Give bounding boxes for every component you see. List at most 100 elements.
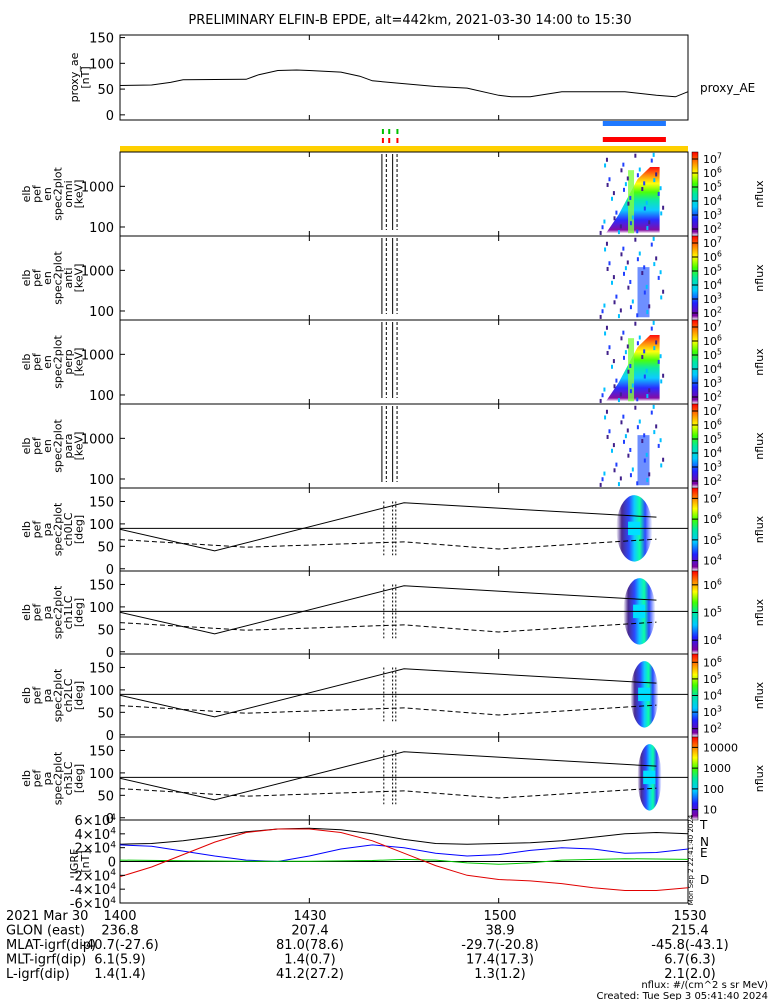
flux-pixel — [660, 379, 663, 384]
panel-4-ylabel: para — [62, 434, 75, 459]
flux-pixel — [646, 226, 649, 231]
colorbar-label: nflux — [753, 598, 766, 626]
flux-pixel — [605, 157, 608, 162]
flux-pixel — [631, 299, 634, 304]
flux-pixel — [622, 355, 625, 360]
flux-pixel — [622, 439, 625, 444]
igrf-legend-D: D — [700, 873, 709, 887]
loss-cone-line — [119, 751, 657, 801]
panel-9-ylabel: [nT] — [79, 850, 92, 872]
panel-2-ylabel: anti — [62, 267, 75, 288]
flux-pixel — [612, 191, 615, 196]
flux-pixel — [599, 482, 602, 487]
flux-pixel — [645, 284, 648, 289]
flux-pixel — [601, 477, 604, 482]
igrf-legend-E: E — [700, 846, 708, 860]
flux-pixel — [659, 186, 662, 191]
y-tick-label: 100 — [89, 305, 114, 320]
colorbar-tick-label: 104 — [703, 446, 722, 460]
y-tick-label: 100 — [89, 518, 114, 533]
flux-core — [628, 170, 635, 234]
flux-pixel — [646, 394, 649, 399]
flux-pixel — [659, 354, 662, 359]
y-tick-label: 50 — [97, 83, 114, 98]
flux-pixel — [599, 314, 602, 319]
flux-pixel — [626, 176, 629, 181]
igrf-N-line — [119, 844, 689, 863]
colorbar-tick-label: 1000 — [703, 762, 731, 775]
flux-pixel — [608, 177, 611, 182]
panel-3-ylabel: pef — [31, 352, 44, 371]
flux-pixel — [622, 271, 625, 276]
flux-pixel — [655, 340, 658, 345]
flux-pixel — [662, 373, 665, 378]
panel-7-ylabel: pef — [31, 686, 44, 705]
y-tick-label: 100 — [89, 57, 114, 72]
colorbar-tick-label: 105 — [703, 264, 722, 278]
colorbar-tick-label: 107 — [703, 404, 722, 418]
colorbar-tick-label: 103 — [703, 376, 722, 390]
panel-frame — [119, 653, 689, 738]
xaxis-row-label: MLAT-igrf(dip) — [6, 938, 96, 953]
panel-5-ylabel: ch0LC — [62, 512, 75, 546]
panel-5-ylabel: elb — [20, 521, 33, 538]
flux-pixel — [603, 387, 606, 392]
flux-pixel — [636, 425, 639, 430]
flux-pixel — [605, 409, 608, 414]
panel-8-ylabel: [deg] — [73, 764, 86, 793]
flux-pixel — [629, 221, 632, 226]
flux-pixel — [620, 420, 623, 425]
y-tick-label: 50 — [97, 623, 114, 638]
panel-7-ylabel: pa — [41, 689, 54, 703]
panel-3-ylabel: perp — [62, 349, 75, 374]
colorbar — [691, 736, 699, 821]
panel-2-ylabel: en — [41, 271, 54, 285]
flux-pixel — [617, 482, 620, 487]
xaxis-row-value: 1500 — [483, 909, 516, 924]
y-tick-label: 1000 — [81, 348, 114, 363]
flux-pixel — [660, 463, 663, 468]
flux-pixel — [634, 321, 637, 326]
igrf-E-line — [119, 858, 689, 865]
panel-1-ylabel: [keV] — [73, 180, 86, 209]
flux-pixel — [638, 251, 641, 256]
panel-6-ylabel: ch1LC — [62, 595, 75, 629]
panel-6-ylabel: spec2plot — [52, 585, 65, 639]
y-tick-label: 0 — [106, 109, 114, 124]
flux-pixel — [662, 289, 665, 294]
panel-2-ylabel: pef — [31, 268, 44, 287]
flux-pixel — [629, 363, 632, 368]
panel-1-ylabel: en — [41, 187, 54, 201]
colorbar-tick-label: 102 — [703, 306, 722, 320]
flux-pixel — [657, 191, 660, 196]
xaxis-row-value: 207.4 — [291, 924, 328, 939]
pitch-spectrogram-6 — [119, 578, 688, 645]
flux-pixel — [620, 336, 623, 341]
flux-pixel — [659, 438, 662, 443]
flux-pixel — [657, 275, 660, 280]
colorbar-tick-label: 106 — [703, 512, 722, 526]
colorbar-tick-label: 104 — [703, 553, 722, 567]
y-tick-label: 0 — [108, 856, 116, 871]
y-tick-label: 50 — [97, 706, 114, 721]
flux-pixel — [634, 405, 637, 410]
flux-pixel — [645, 368, 648, 373]
panel-frame — [119, 319, 689, 405]
colorbar-tick-label: 102 — [703, 721, 722, 735]
y-tick-label: 150 — [89, 744, 114, 759]
igrf-legend-T: T — [699, 818, 708, 832]
xaxis-row-value: 17.4(17.3) — [466, 953, 534, 968]
colorbar-label: nflux — [753, 515, 766, 543]
panel-2-ylabel: spec2plot — [52, 251, 65, 305]
colorbar-tick-label: 104 — [703, 362, 722, 376]
flux-pixel — [627, 201, 630, 206]
xaxis-row-value: 2.1(2.0) — [664, 967, 716, 982]
zone-marker — [396, 138, 399, 143]
colorbar-tick-label: 10 — [703, 804, 717, 817]
flux-pixel — [619, 224, 622, 229]
flux-pixel — [612, 443, 615, 448]
colorbar-tick-label: 105 — [703, 532, 722, 546]
flux-pixel — [615, 378, 618, 383]
xaxis-row-value: -40.7(-27.6) — [81, 938, 158, 953]
flux-pixel — [645, 452, 648, 457]
